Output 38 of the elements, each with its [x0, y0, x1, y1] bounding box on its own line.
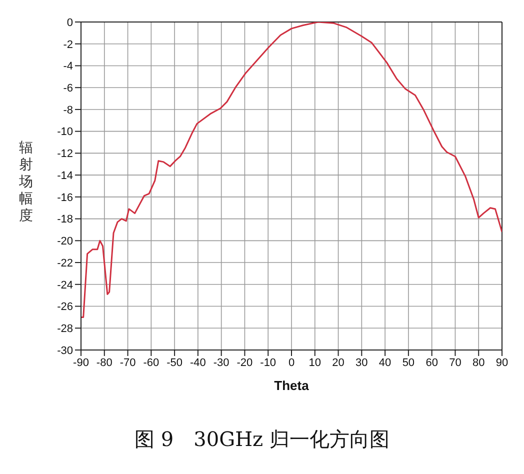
x-tick-label: -70: [120, 356, 136, 369]
x-tick-label: 20: [332, 356, 344, 369]
text: 图 9 30GHz 归一化方向图: [134, 426, 390, 453]
y-tick-label: -2: [63, 38, 73, 51]
y-axis-title: 辐射场幅度: [18, 140, 33, 224]
y-tick-label: -10: [57, 126, 73, 138]
x-tick-label: -80: [96, 356, 112, 369]
y-tick-label: -20: [57, 236, 73, 248]
y-tick-label: -8: [63, 104, 73, 116]
x-tick-label: 50: [402, 356, 415, 369]
y-tick-label: -16: [57, 192, 73, 204]
x-axis-title: Theta: [274, 378, 310, 393]
y-tick-label: -6: [63, 82, 73, 95]
x-tick-label: -10: [260, 356, 276, 369]
x-tick-label: 60: [426, 356, 438, 369]
y-tick-label: -18: [57, 214, 73, 226]
x-tick-label: -90: [73, 356, 89, 369]
y-tick-label: -4: [63, 60, 73, 73]
y-tick-label: 0: [66, 16, 73, 29]
x-tick-label: -60: [143, 356, 160, 369]
y-tick-label: -26: [57, 301, 73, 314]
y-tick-label: -22: [57, 257, 73, 270]
x-tick-label: 40: [378, 356, 392, 369]
x-tick-label: -40: [190, 356, 206, 369]
x-tick-label: 90: [496, 356, 508, 369]
y-tick-label: -30: [57, 344, 73, 357]
x-tick-label: 10: [308, 356, 322, 369]
y-tick-label: -14: [57, 170, 73, 182]
x-tick-label: -20: [236, 356, 253, 369]
x-tick-label: 70: [449, 356, 462, 369]
y-tick-label: -24: [57, 279, 73, 292]
y-tick-label: -28: [57, 323, 73, 336]
y-tick-label: -12: [57, 148, 73, 160]
x-tick-label: 0: [288, 356, 295, 369]
x-tick-label: -50: [166, 356, 183, 369]
x-tick-label: 80: [472, 356, 485, 369]
x-tick-label: -30: [213, 356, 230, 369]
x-tick-label: 30: [356, 356, 368, 369]
